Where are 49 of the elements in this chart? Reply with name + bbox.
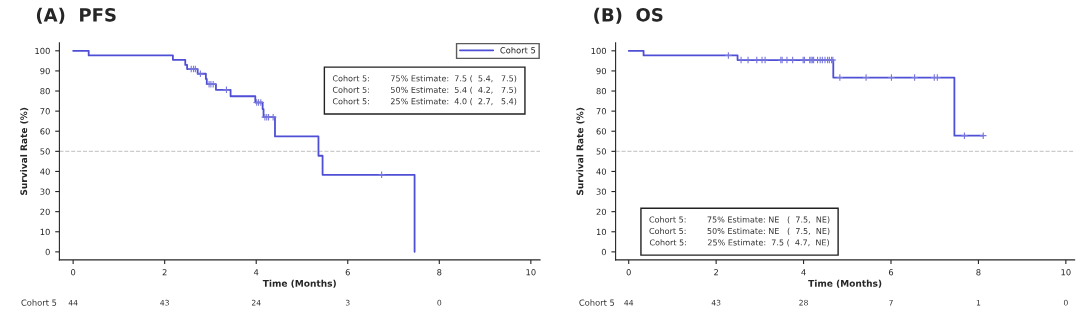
y-tick-label: 100 — [591, 47, 607, 55]
y-tick-label: 40 — [596, 168, 607, 175]
x-tick-label: 2 — [714, 269, 718, 276]
annotation: Cohort 5: 25% Estimate: 4.0 ( 2.7, 5.4) — [332, 98, 517, 106]
y-tick-label: 30 — [40, 188, 50, 195]
x-axis-title: Time (Months) — [262, 279, 336, 288]
annotation: Cohort 5: 75% Estimate: 7.5 ( 5.4, 7.5) — [332, 75, 517, 83]
y-tick-label: 50 — [596, 148, 607, 155]
y-tick-label: 90 — [40, 67, 50, 75]
x-tick-label: 8 — [976, 269, 981, 276]
y-tick-label: 60 — [596, 128, 607, 135]
annotation: Cohort 5: 50% Estimate: NE ( 7.5, NE) — [649, 227, 830, 235]
y-tick-label: 100 — [35, 47, 50, 55]
chart-title: (A) PFS — [36, 7, 116, 24]
x-tick-label: 6 — [345, 269, 350, 276]
y-tick-label: 40 — [40, 168, 50, 175]
x-tick-label: 10 — [1061, 269, 1071, 276]
x-tick-label: 4 — [801, 269, 806, 276]
y-tick-label: 10 — [596, 228, 607, 236]
y-axis-title: Survival Rate (%) — [576, 107, 585, 195]
y-tick-label: 70 — [40, 108, 50, 115]
y-tick-label: 90 — [596, 67, 607, 75]
x-tick-label: 8 — [437, 269, 442, 276]
x-tick-label: 2 — [162, 269, 167, 276]
y-tick-label: 20 — [596, 208, 607, 215]
x-tick-label: 10 — [526, 269, 536, 276]
y-tick-label: 80 — [40, 88, 50, 95]
y-tick-label: 20 — [40, 208, 50, 215]
y-tick-label: 0 — [45, 248, 50, 256]
y-tick-label: 50 — [40, 148, 50, 155]
y-axis-title: Survival Rate (%) — [20, 107, 29, 195]
text: Cohort 5 — [579, 299, 615, 306]
annotation: Cohort 5: 25% Estimate: 7.5 ( 4.7, NE) — [649, 239, 829, 247]
x-tick-label: 0 — [626, 269, 631, 276]
y-tick-label: 80 — [596, 88, 607, 95]
x-axis-title: Time (Months) — [808, 279, 882, 288]
y-tick-label: 60 — [40, 128, 50, 135]
x-tick-label: 4 — [253, 269, 259, 276]
y-tick-label: 0 — [601, 248, 607, 256]
x-tick-label: 6 — [888, 269, 894, 276]
x-tick-label: 0 — [71, 269, 76, 276]
annotation: Cohort 5: 50% Estimate: 5.4 ( 4.2, 7.5) — [332, 86, 517, 94]
y-tick-label: 70 — [596, 108, 607, 115]
y-tick-label: 10 — [40, 228, 50, 236]
chart-title: (B) OS — [594, 7, 663, 24]
y-tick-label: 30 — [596, 188, 607, 195]
legend-label: Cohort 5 — [500, 46, 536, 54]
text: Cohort 5 — [21, 299, 57, 306]
annotation: Cohort 5: 75% Estimate: NE ( 7.5, NE) — [649, 216, 830, 224]
